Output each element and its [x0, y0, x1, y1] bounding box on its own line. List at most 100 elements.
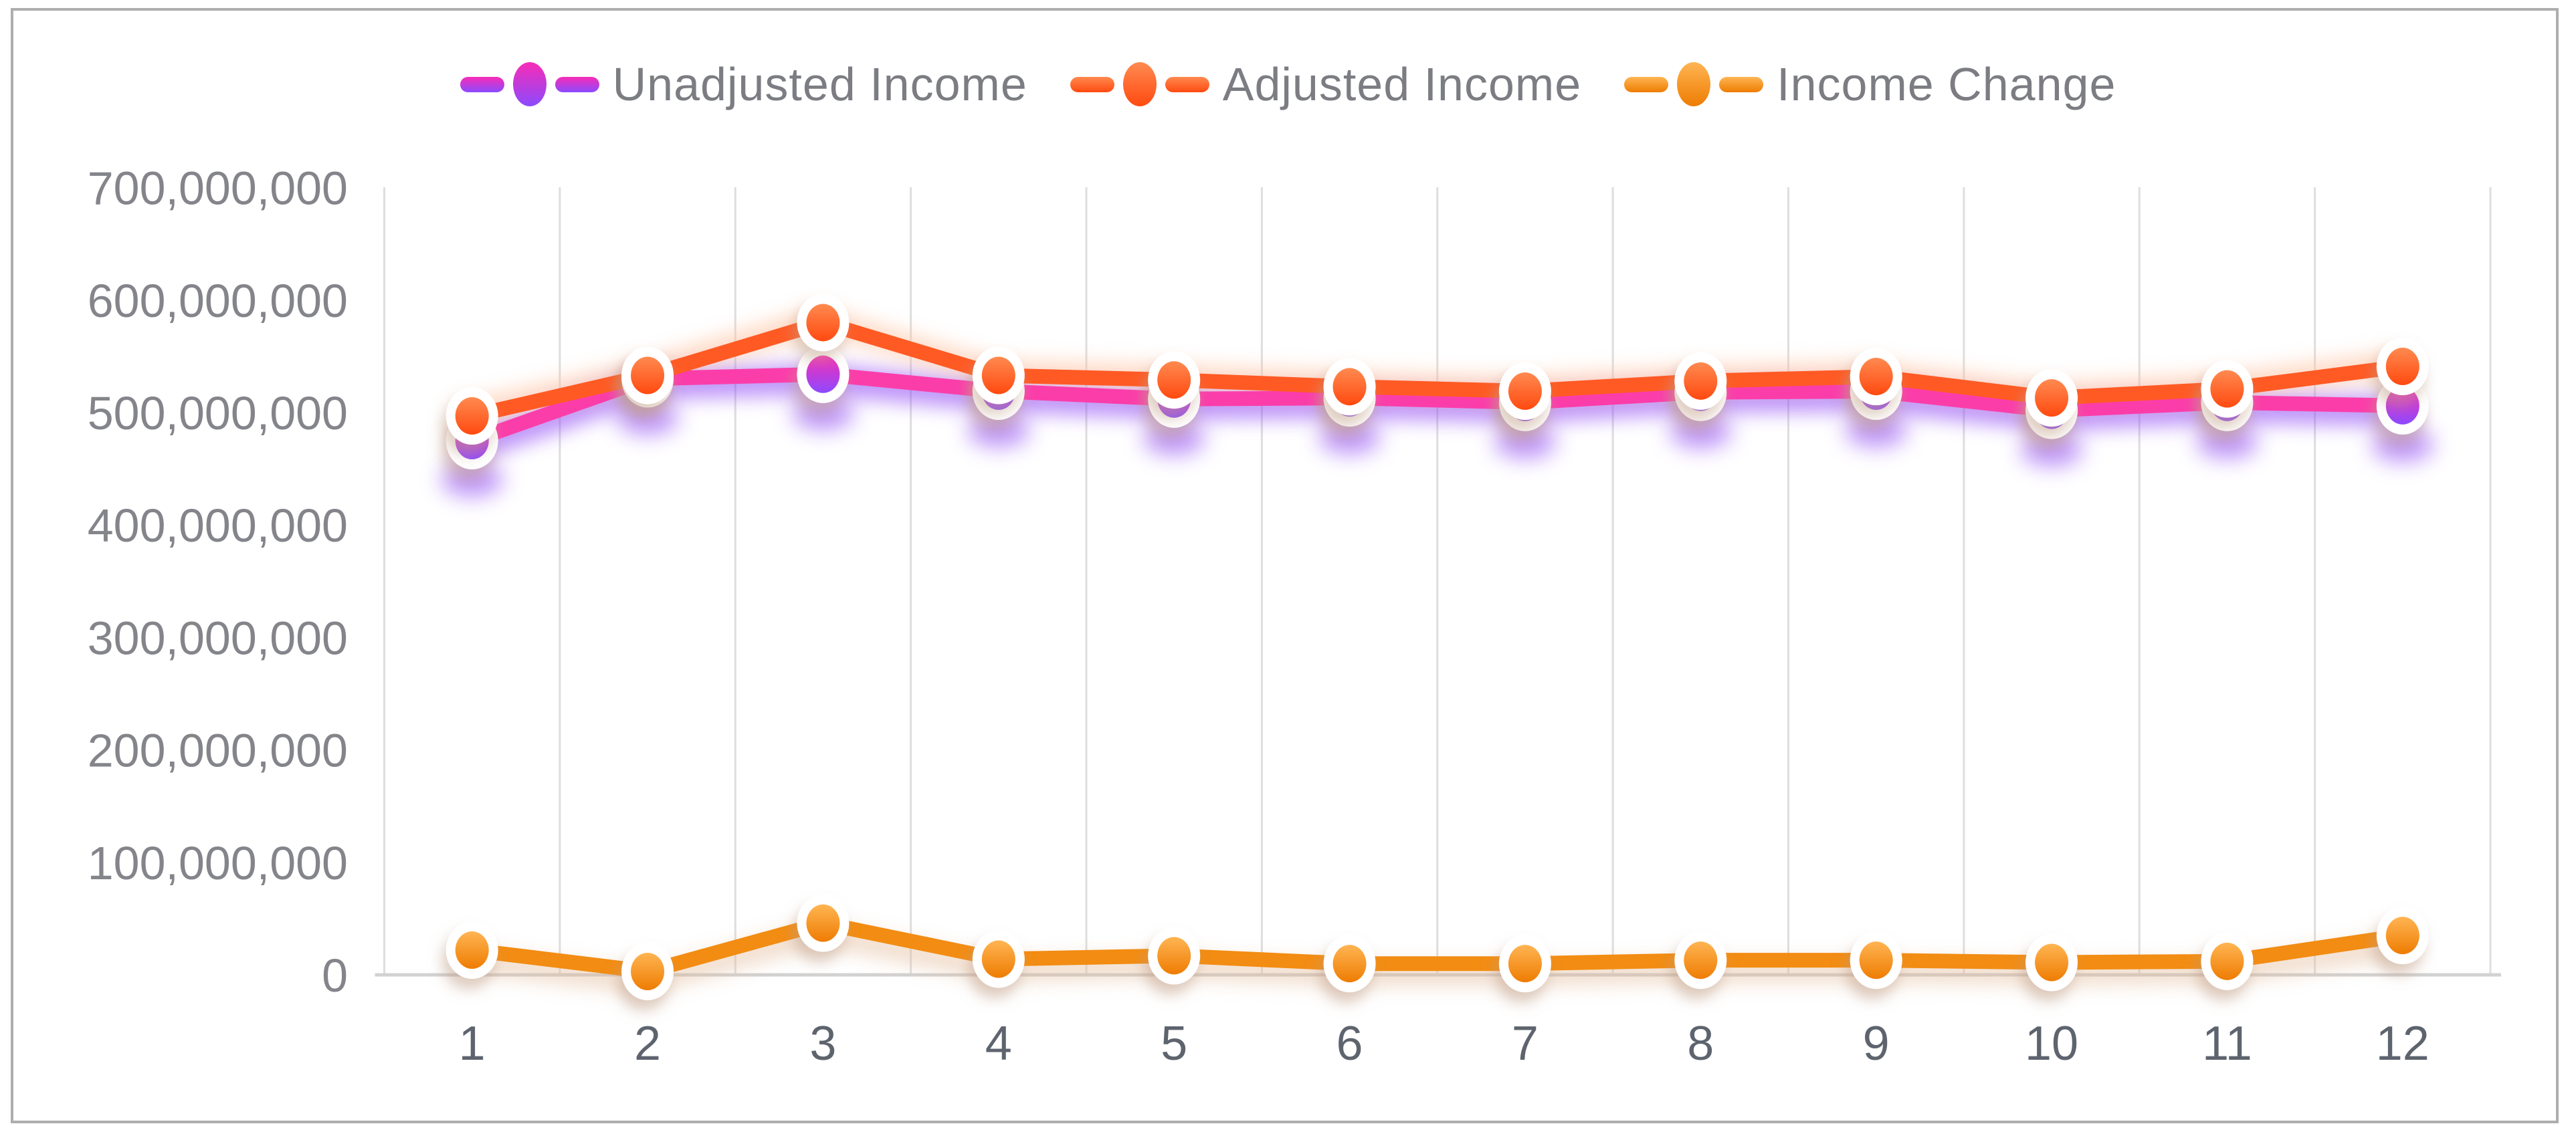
marker-unadjusted-income-month-3	[792, 345, 854, 431]
marker-income-change-month-11	[2201, 932, 2254, 990]
marker-adjusted-income-month-5	[1148, 351, 1201, 409]
x-tick-label: 7	[1512, 1017, 1539, 1070]
marker-dot	[2210, 942, 2244, 980]
marker-adjusted-income-month-1	[445, 387, 498, 445]
x-tick-label: 4	[985, 1017, 1012, 1070]
y-tick-label: 400,000,000	[88, 499, 348, 552]
gridlines	[383, 187, 2492, 975]
x-tick-label: 9	[1863, 1017, 1890, 1070]
x-tick-label: 1	[459, 1017, 486, 1070]
legend-label: Adjusted Income	[1222, 58, 1582, 110]
marker-adjusted-income-month-7	[1498, 362, 1551, 421]
y-tick-label: 200,000,000	[88, 725, 348, 777]
marker-adjusted-income-month-12	[2376, 338, 2429, 396]
y-tick-label: 300,000,000	[88, 612, 348, 664]
marker-dot	[2035, 379, 2069, 417]
marker-halo	[1143, 420, 1205, 455]
marker-adjusted-income-month-4	[972, 346, 1025, 405]
marker-income-change-month-6	[1323, 935, 1376, 993]
chart-outer-border	[11, 8, 2559, 1123]
legend-item-adjusted-income: Adjusted Income	[1070, 58, 1581, 111]
marker-income-change-month-12	[2376, 907, 2429, 965]
marker-dot	[806, 904, 840, 942]
marker-halo	[1494, 423, 1556, 459]
x-tick-label: 6	[1336, 1017, 1363, 1070]
series-glow-income-change	[468, 922, 2402, 994]
marker-dot	[2385, 348, 2419, 386]
legend-dash-icon	[1165, 76, 1209, 92]
marker-dot	[806, 304, 840, 342]
marker-dot	[1508, 945, 1542, 983]
marker-income-change-month-2	[621, 942, 674, 1000]
legend-label: Income Change	[1777, 58, 2116, 110]
marker-adjusted-income-month-9	[1850, 348, 1902, 406]
marker-income-change-month-4	[972, 930, 1025, 988]
marker-dot	[1157, 937, 1191, 975]
marker-dot	[1332, 945, 1367, 983]
y-tick-label: 0	[322, 949, 348, 1002]
marker-income-change-month-7	[1498, 935, 1551, 993]
x-tick-label: 2	[634, 1017, 661, 1070]
marker-income-change-month-1	[445, 921, 498, 979]
series-line-unadjusted-income	[464, 366, 2410, 449]
x-axis-labels: 1 2 3 4 5 6 7 8 9 10 11 12	[459, 1017, 2430, 1070]
marker-dot	[981, 356, 1015, 394]
x-tick-label: 11	[2202, 1017, 2252, 1070]
legend-dot-icon	[1677, 62, 1711, 106]
legend-line-swatch	[460, 62, 599, 106]
marker-halo	[2196, 423, 2258, 459]
marker-dot	[1684, 362, 1718, 400]
marker-adjusted-income-month-6	[1323, 358, 1376, 416]
marker-adjusted-income-month-10	[2025, 369, 2078, 427]
marker-income-change-month-9	[1850, 931, 1902, 990]
marker-dot	[1508, 372, 1542, 411]
marker-adjusted-income-month-11	[2201, 360, 2254, 418]
y-tick-label: 700,000,000	[88, 162, 348, 215]
legend-item-income-change: Income Change	[1624, 58, 2116, 111]
series-line-income-change	[464, 915, 2410, 979]
marker-income-change-month-8	[1674, 931, 1727, 990]
marker-dot	[1684, 941, 1718, 980]
marker-income-change-month-5	[1148, 927, 1201, 985]
marker-dot	[2385, 917, 2419, 955]
marker-dot	[1157, 361, 1191, 399]
marker-halo	[792, 395, 854, 431]
series-line-adjusted-income	[464, 315, 2410, 423]
marker-dot	[455, 397, 489, 435]
marker-dot	[1332, 368, 1367, 406]
y-tick-label: 500,000,000	[88, 387, 348, 439]
legend-line-swatch	[1624, 62, 1764, 106]
marker-income-change-month-3	[797, 894, 850, 952]
marker-halo	[441, 462, 503, 497]
x-tick-label: 10	[2025, 1017, 2078, 1070]
markers-income-change	[445, 894, 2429, 1000]
marker-unadjusted-income-month-12	[2371, 376, 2434, 462]
marker-adjusted-income-month-3	[797, 294, 850, 352]
marker-adjusted-income-month-8	[1674, 352, 1727, 410]
marker-adjusted-income-month-2	[621, 346, 674, 405]
marker-dot	[2385, 386, 2419, 425]
marker-dot	[2035, 943, 2069, 982]
marker-halo	[2021, 431, 2083, 467]
marker-dot	[981, 940, 1015, 978]
marker-halo	[1845, 413, 1907, 448]
marker-halo	[617, 400, 679, 435]
marker-halo	[2371, 427, 2434, 462]
marker-dot	[631, 356, 665, 394]
x-tick-label: 12	[2376, 1017, 2430, 1070]
legend-dash-icon	[1719, 76, 1764, 92]
legend-item-unadjusted-income: Unadjusted Income	[460, 58, 1027, 111]
legend-dash-icon	[555, 76, 599, 92]
x-tick-label: 5	[1161, 1017, 1187, 1070]
chart-legend: Unadjusted Income Adjusted Income Income C…	[0, 58, 2576, 111]
legend-dot-icon	[512, 62, 547, 106]
legend-label: Unadjusted Income	[612, 58, 1027, 110]
legend-dash-icon	[1070, 76, 1114, 92]
marker-dot	[2210, 370, 2244, 408]
marker-halo	[1318, 419, 1381, 455]
marker-dot	[1859, 941, 1893, 980]
y-axis-labels: 700,000,000 600,000,000 500,000,000 400,000…	[88, 162, 348, 1002]
legend-dash-icon	[1624, 76, 1669, 92]
